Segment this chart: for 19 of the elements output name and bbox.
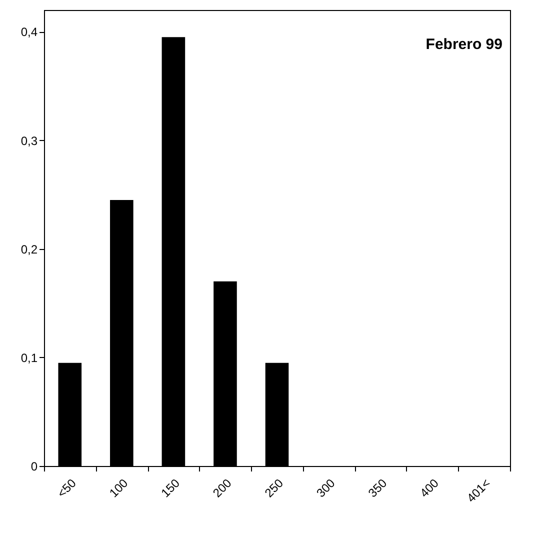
y-tick-label: 0,3 [20, 134, 38, 148]
x-tick-label: 350 [365, 476, 390, 500]
x-tick-label: 250 [262, 476, 286, 500]
y-tick-label: 0,1 [20, 350, 38, 365]
y-tick-label: 0,2 [20, 242, 38, 256]
bar [110, 200, 134, 466]
y-tick-label: 0 [30, 460, 38, 474]
x-tick-label: 400 [417, 476, 442, 500]
y-tick-label: 0,4 [20, 25, 38, 40]
x-tick-label: 300 [314, 476, 338, 500]
text: Febrero 99 [426, 36, 502, 53]
bar [265, 362, 289, 466]
x-tick-label: 100 [106, 476, 131, 500]
x-tick-label: 200 [210, 476, 234, 500]
x-tick-label: <50 [54, 476, 80, 500]
bar [214, 281, 237, 466]
bar [58, 362, 82, 466]
x-tick-label: 150 [158, 476, 183, 500]
bar [162, 37, 186, 466]
